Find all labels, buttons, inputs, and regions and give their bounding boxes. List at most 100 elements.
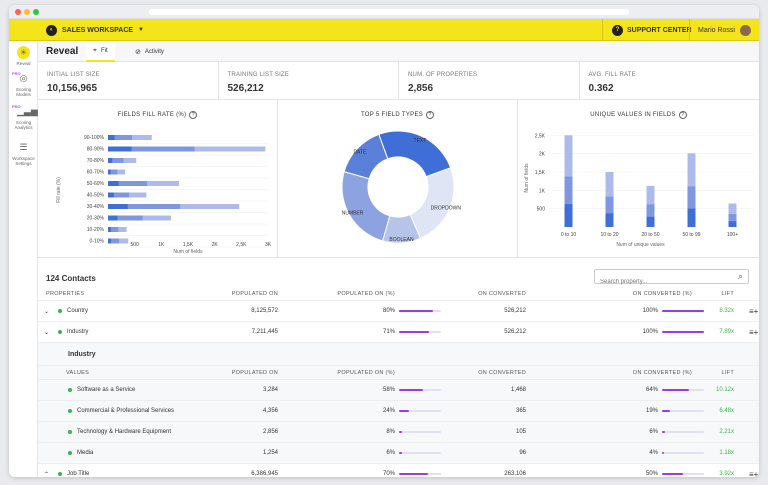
bar-segment [108,227,111,232]
converted-pct: 100% [642,308,658,314]
bar-segment [108,215,118,221]
tick-label: 2,5K [236,242,247,248]
help-icon[interactable]: ? [189,111,198,119]
stat-label: NUM. OF PROPERTIES [408,72,478,78]
address-bar[interactable] [149,9,629,15]
stat-value: 2,856 [408,83,434,94]
tab-label: Activity [144,48,164,55]
lift-value: 3.92x [719,471,734,477]
property-label: Technology & Hardware Equipment [77,429,172,435]
converted-value: 526,212 [504,329,526,335]
chart-title: TOP 5 FIELD TYPES [360,112,424,118]
tick-label: 500 [130,242,139,248]
slice-label: NUMBER [342,210,364,216]
status-dot [68,430,72,434]
sub-row[interactable]: Commercial & Professional Services 4,356 2… [38,401,759,422]
user-menu[interactable]: Mario Rossi [689,19,759,41]
sub-row[interactable]: Software as a Service 3,284 58% 1,468 64% 10.… [38,380,759,401]
property-name: Software as a Service [68,380,135,400]
table-row[interactable]: ⌃ Job Title 6,386,945 70% 263,106 50% 3.92x ≡+ [38,464,759,478]
search-input[interactable] [595,275,725,289]
slice-label: BOOLEAN [389,237,414,243]
support-center-button[interactable]: ? SUPPORT CENTER [602,19,692,41]
populated-bar-fill [399,431,403,433]
bar-segment [108,192,114,198]
tick-label: 0-10% [90,239,105,245]
converted-pct: 6% [649,429,658,435]
sidebar-item-workspace-settings[interactable]: ☰ Workspace Settings [9,141,38,166]
populated-bar-fill [399,389,424,391]
tick-label: 1,5K [183,242,194,248]
tick-label: 10-20% [87,227,105,233]
converted-pct: 50% [645,471,658,477]
support-label: SUPPORT CENTER [627,26,692,34]
table-row[interactable]: ⌄ Country 8,125,572 80% 526,212 100% 8.32x ≡+ [38,301,759,322]
tick-label: 500 [537,207,546,213]
converted-bar [662,331,704,333]
add-list-icon[interactable]: ≡+ [749,469,759,478]
converted-bar [662,452,704,454]
tab-activity[interactable]: ⊘ Activity [128,41,171,62]
sidebar-item-scoring-analytics[interactable]: PRO ▁▃▅ Scoring Analytics [9,104,38,130]
property-label: Software as a Service [77,387,136,393]
workspace-selector[interactable]: ◐ SALES WORKSPACE ▼ [46,19,144,41]
populated-bar [399,310,441,312]
converted-pct: 100% [642,329,658,335]
tick-label: 30-40% [87,204,105,210]
lift-value: 8.32x [719,308,734,314]
sub-row[interactable]: Technology & Hardware Equipment 2,856 8% 10… [38,422,759,443]
tick-label: 10 to 20 [600,232,618,238]
tick-label: 80-90% [87,147,105,153]
status-dot [58,330,63,334]
lift-value: 7.89x [719,329,734,335]
table-row[interactable]: ⌄ Industry 7,211,445 71% 526,212 100% 7.89x ≡+ [38,322,759,343]
bar-segment [687,186,696,209]
tick-label: 2K [212,242,219,248]
add-list-icon[interactable]: ≡+ [749,306,759,316]
property-label: Industry [67,329,89,335]
search-icon[interactable]: ⌕ [737,271,743,281]
sidebar-item-reveal[interactable]: ☀ Reveal [9,46,38,66]
chevron-down-icon: ▼ [138,27,144,33]
minimize-dot[interactable] [24,9,30,15]
stat-training-list-size: TRAINING LIST SIZE 526,212 [219,62,399,99]
sub-table-header: VALUES POPULATED ON POPULATED ON (%) ON CON… [38,366,759,380]
slice-label: DATE [353,150,367,156]
stat-value: 526,212 [227,83,264,94]
bar-segment [108,169,111,175]
tick-label: 1,5K [535,170,546,176]
column-header: ON CONVERTED [478,290,526,297]
chevron-icon[interactable]: ⌃ [44,471,50,478]
pro-badge: PRO [12,104,21,109]
bar-segment [108,146,132,152]
populated-bar [399,473,441,475]
populated-bar [399,452,441,454]
help-icon[interactable]: ? [426,111,435,119]
bar-segment [728,221,737,227]
converted-bar-fill [662,473,683,475]
tab-fit[interactable]: ⌖ Fit [86,41,115,62]
tick-label: 90-100% [84,135,105,141]
page-title: Reveal [46,46,79,57]
column-header: POPULATED ON (%) [337,290,395,297]
sub-row[interactable]: Media 1,254 6% 96 4% 1.18x [38,443,759,464]
populated-pct: 58% [382,387,395,393]
chevron-icon[interactable]: ⌄ [44,329,50,336]
search-box[interactable]: ⌕ [594,269,749,289]
close-dot[interactable] [15,9,21,15]
sidebar-item-scoring-models[interactable]: PRO ◎ Scoring Models [9,71,38,97]
help-icon[interactable]: ? [678,111,687,119]
tick-label: 1K [539,188,546,194]
maximize-dot[interactable] [33,9,39,15]
tick-label: 2,5K [535,133,546,139]
stat-avg-fill-rate: AVG. FILL RATE 0.362 [580,62,760,99]
tick-label: 1K [158,242,165,248]
lift-value: 6.48x [719,408,734,414]
pro-badge: PRO [12,71,21,76]
converted-bar-fill [662,310,704,312]
add-list-icon[interactable]: ≡+ [749,327,759,337]
chevron-icon[interactable]: ⌄ [44,308,50,315]
axis-label: Fill rate (%) [56,177,62,203]
bar-segment [108,135,133,140]
slice-label: DROPDOWN [431,205,462,211]
